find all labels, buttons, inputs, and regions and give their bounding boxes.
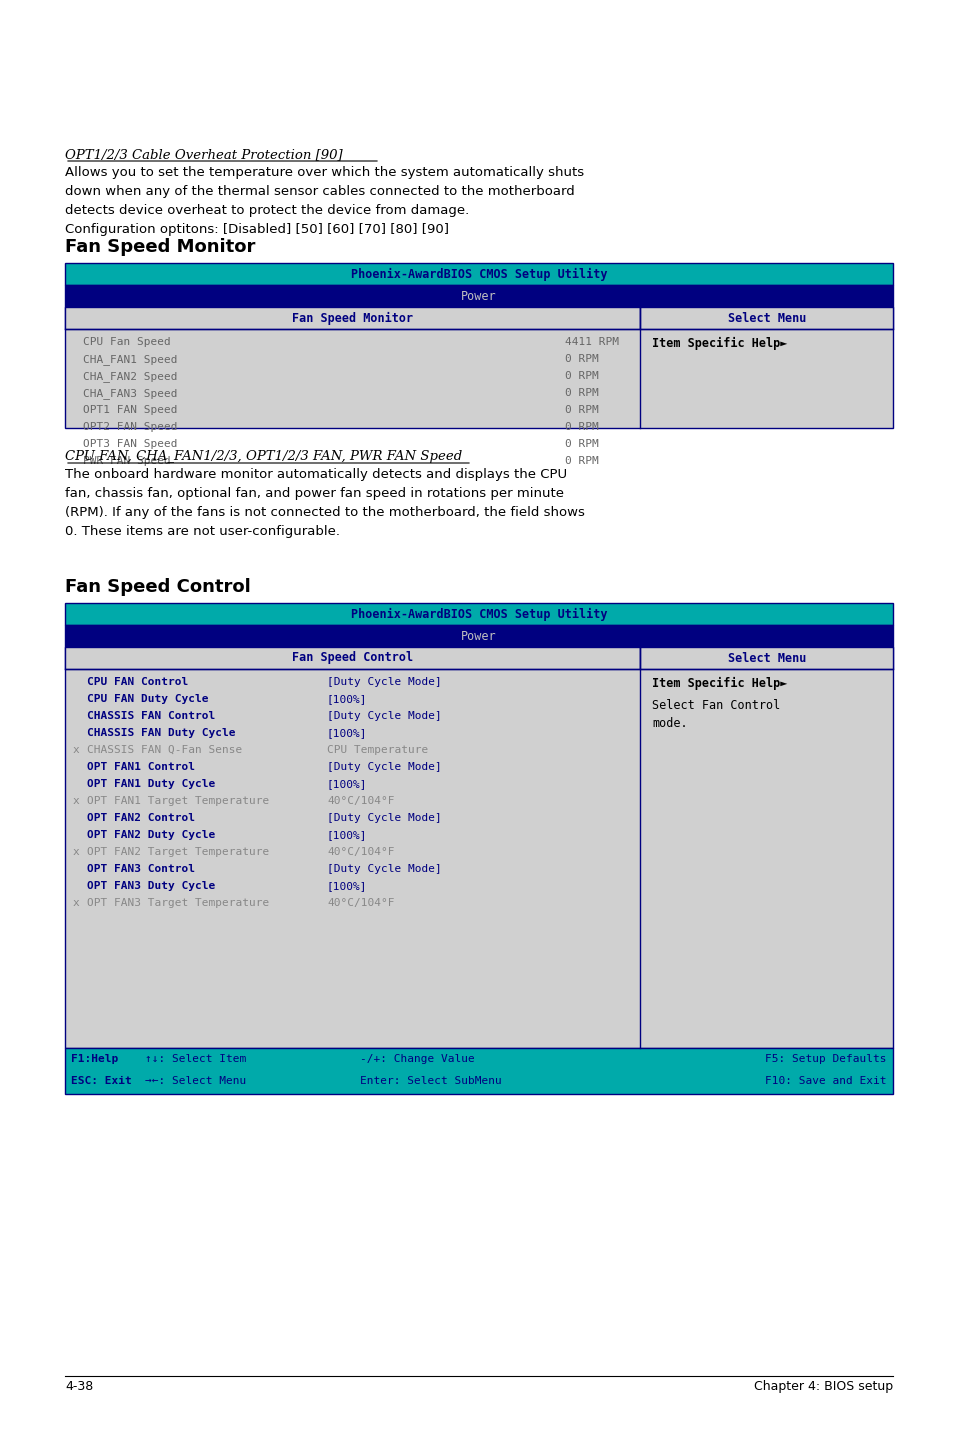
Text: 0 RPM: 0 RPM (565, 354, 598, 364)
Text: 0 RPM: 0 RPM (565, 456, 598, 466)
Text: Item Specific Help►: Item Specific Help► (652, 336, 787, 349)
Text: Select Menu: Select Menu (727, 651, 805, 664)
Text: x: x (73, 797, 80, 807)
Text: mode.: mode. (652, 718, 687, 731)
Text: Phoenix-AwardBIOS CMOS Setup Utility: Phoenix-AwardBIOS CMOS Setup Utility (351, 607, 607, 621)
Text: OPT FAN3 Control: OPT FAN3 Control (87, 864, 194, 874)
Text: The onboard hardware monitor automatically detects and displays the CPU: The onboard hardware monitor automatical… (65, 467, 566, 480)
Bar (65, 263, 892, 285)
Text: fan, chassis fan, optional fan, and power fan speed in rotations per minute: fan, chassis fan, optional fan, and powe… (65, 487, 563, 500)
Text: CHASSIS FAN Q-Fan Sense: CHASSIS FAN Q-Fan Sense (87, 745, 242, 755)
Text: x: x (73, 745, 80, 755)
Text: 0. These items are not user-configurable.: 0. These items are not user-configurable… (65, 525, 339, 538)
Text: Enter: Select SubMenu: Enter: Select SubMenu (359, 1076, 501, 1086)
Text: Chapter 4: BIOS setup: Chapter 4: BIOS setup (753, 1380, 892, 1393)
Text: CHA_FAN1 Speed: CHA_FAN1 Speed (83, 354, 177, 365)
Text: [Duty Cycle Mode]: [Duty Cycle Mode] (327, 864, 441, 874)
Text: ↑↓: Select Item: ↑↓: Select Item (145, 1054, 246, 1064)
Text: -/+: Change Value: -/+: Change Value (359, 1054, 475, 1064)
Text: Power: Power (460, 289, 497, 302)
Text: OPT3 FAN Speed: OPT3 FAN Speed (83, 439, 177, 449)
Text: OPT FAN3 Target Temperature: OPT FAN3 Target Temperature (87, 897, 269, 907)
Bar (65, 647, 639, 669)
Text: CPU FAN Duty Cycle: CPU FAN Duty Cycle (87, 695, 209, 705)
Text: Select Fan Control: Select Fan Control (652, 699, 780, 712)
Text: [Duty Cycle Mode]: [Duty Cycle Mode] (327, 762, 441, 772)
Text: CHA_FAN2 Speed: CHA_FAN2 Speed (83, 371, 177, 383)
Bar (65, 306, 892, 429)
Text: [100%]: [100%] (327, 779, 367, 789)
Text: 0 RPM: 0 RPM (565, 371, 598, 381)
Text: CPU Temperature: CPU Temperature (327, 745, 428, 755)
Text: OPT2 FAN Speed: OPT2 FAN Speed (83, 421, 177, 431)
Text: Allows you to set the temperature over which the system automatically shuts: Allows you to set the temperature over w… (65, 165, 583, 178)
Text: down when any of the thermal sensor cables connected to the motherboard: down when any of the thermal sensor cabl… (65, 186, 574, 198)
Bar (639, 647, 892, 669)
Text: F10: Save and Exit: F10: Save and Exit (764, 1076, 886, 1086)
Text: OPT FAN2 Control: OPT FAN2 Control (87, 812, 194, 823)
Text: Item Specific Help►: Item Specific Help► (652, 677, 787, 690)
Text: x: x (73, 847, 80, 857)
Text: Phoenix-AwardBIOS CMOS Setup Utility: Phoenix-AwardBIOS CMOS Setup Utility (351, 267, 607, 280)
Bar (65, 285, 892, 306)
Text: [100%]: [100%] (327, 695, 367, 705)
Text: 0 RPM: 0 RPM (565, 406, 598, 416)
Text: OPT1/2/3 Cable Overheat Protection [90]: OPT1/2/3 Cable Overheat Protection [90] (65, 148, 342, 161)
Text: [Duty Cycle Mode]: [Duty Cycle Mode] (327, 677, 441, 687)
Text: detects device overheat to protect the device from damage.: detects device overheat to protect the d… (65, 204, 469, 217)
Text: 4411 RPM: 4411 RPM (565, 336, 618, 347)
Text: 40°C/104°F: 40°C/104°F (327, 847, 395, 857)
Text: OPT FAN1 Target Temperature: OPT FAN1 Target Temperature (87, 797, 269, 807)
Text: →←: Select Menu: →←: Select Menu (145, 1076, 246, 1086)
Text: CPU FAN Control: CPU FAN Control (87, 677, 188, 687)
Text: 0 RPM: 0 RPM (565, 439, 598, 449)
Bar (639, 306, 892, 329)
Text: CPU Fan Speed: CPU Fan Speed (83, 336, 171, 347)
Text: OPT FAN1 Control: OPT FAN1 Control (87, 762, 194, 772)
Text: CHASSIS FAN Duty Cycle: CHASSIS FAN Duty Cycle (87, 728, 235, 738)
Text: CHA_FAN3 Speed: CHA_FAN3 Speed (83, 388, 177, 398)
Text: OPT FAN2 Duty Cycle: OPT FAN2 Duty Cycle (87, 830, 215, 840)
Text: [100%]: [100%] (327, 881, 367, 892)
Text: Fan Speed Monitor: Fan Speed Monitor (292, 312, 413, 325)
Text: [Duty Cycle Mode]: [Duty Cycle Mode] (327, 710, 441, 720)
Text: 40°C/104°F: 40°C/104°F (327, 797, 395, 807)
Text: [100%]: [100%] (327, 728, 367, 738)
Bar (65, 1048, 892, 1094)
Text: F1:Help: F1:Help (71, 1054, 118, 1064)
Text: F5: Setup Defaults: F5: Setup Defaults (764, 1054, 886, 1064)
Text: Select Menu: Select Menu (727, 312, 805, 325)
Text: 40°C/104°F: 40°C/104°F (327, 897, 395, 907)
Text: Power: Power (460, 630, 497, 643)
Text: [100%]: [100%] (327, 830, 367, 840)
Text: Fan Speed Monitor: Fan Speed Monitor (65, 239, 255, 256)
Text: Fan Speed Control: Fan Speed Control (292, 651, 413, 664)
Bar (65, 626, 892, 647)
Text: OPT FAN1 Duty Cycle: OPT FAN1 Duty Cycle (87, 779, 215, 789)
Text: OPT FAN3 Duty Cycle: OPT FAN3 Duty Cycle (87, 881, 215, 892)
Text: PWR FAN Speed: PWR FAN Speed (83, 456, 171, 466)
Bar (65, 603, 892, 626)
Text: 0 RPM: 0 RPM (565, 388, 598, 398)
Text: x: x (73, 897, 80, 907)
Bar (65, 306, 639, 329)
Text: CPU FAN, CHA_FAN1/2/3, OPT1/2/3 FAN, PWR FAN Speed: CPU FAN, CHA_FAN1/2/3, OPT1/2/3 FAN, PWR… (65, 450, 462, 463)
Text: 0 RPM: 0 RPM (565, 421, 598, 431)
Text: OPT1 FAN Speed: OPT1 FAN Speed (83, 406, 177, 416)
Text: [Duty Cycle Mode]: [Duty Cycle Mode] (327, 812, 441, 823)
Text: CHASSIS FAN Control: CHASSIS FAN Control (87, 710, 215, 720)
Text: OPT FAN2 Target Temperature: OPT FAN2 Target Temperature (87, 847, 269, 857)
Text: ESC: Exit: ESC: Exit (71, 1076, 132, 1086)
Text: (RPM). If any of the fans is not connected to the motherboard, the field shows: (RPM). If any of the fans is not connect… (65, 506, 584, 519)
Text: Configuration optitons: [Disabled] [50] [60] [70] [80] [90]: Configuration optitons: [Disabled] [50] … (65, 223, 449, 236)
Text: Fan Speed Control: Fan Speed Control (65, 578, 251, 595)
Bar (65, 647, 892, 1048)
Text: 4-38: 4-38 (65, 1380, 93, 1393)
